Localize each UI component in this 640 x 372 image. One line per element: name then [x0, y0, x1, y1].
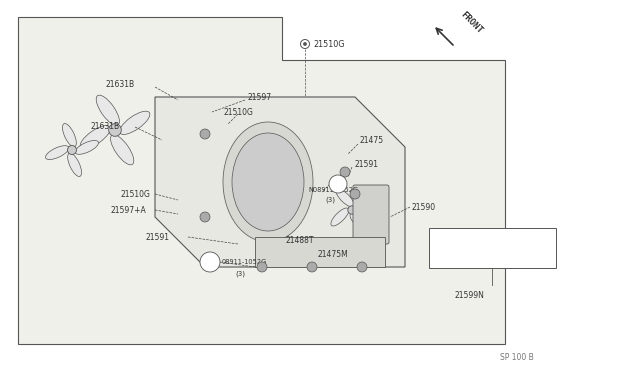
- Text: 21488T: 21488T: [285, 235, 314, 244]
- Text: (3): (3): [235, 271, 245, 277]
- Text: 21475: 21475: [360, 135, 384, 144]
- Circle shape: [200, 129, 210, 139]
- Text: FRONT: FRONT: [459, 10, 484, 35]
- FancyBboxPatch shape: [353, 185, 389, 244]
- Circle shape: [200, 252, 220, 272]
- Text: ⚠ HOT ENGINE: ⚠ HOT ENGINE: [498, 232, 537, 237]
- Ellipse shape: [120, 111, 150, 134]
- Ellipse shape: [350, 213, 368, 231]
- Text: 21631B: 21631B: [105, 80, 134, 89]
- Text: (3): (3): [325, 197, 335, 203]
- Text: 21591: 21591: [355, 160, 379, 169]
- Ellipse shape: [75, 141, 99, 154]
- FancyBboxPatch shape: [429, 228, 556, 268]
- Text: 21510G: 21510G: [120, 189, 150, 199]
- Text: 21510G: 21510G: [223, 108, 253, 116]
- Circle shape: [329, 175, 347, 193]
- Circle shape: [348, 206, 356, 214]
- Text: 21597: 21597: [248, 93, 272, 102]
- Ellipse shape: [63, 124, 76, 147]
- Ellipse shape: [80, 126, 110, 149]
- Circle shape: [304, 43, 306, 45]
- Ellipse shape: [223, 122, 313, 242]
- Text: N: N: [335, 181, 340, 187]
- Circle shape: [350, 189, 360, 199]
- Circle shape: [109, 124, 122, 136]
- Ellipse shape: [331, 208, 349, 226]
- Ellipse shape: [68, 153, 81, 176]
- Text: 21597+A: 21597+A: [110, 205, 146, 215]
- Ellipse shape: [45, 146, 69, 160]
- Text: SP 100 B: SP 100 B: [500, 353, 534, 362]
- Circle shape: [67, 145, 77, 154]
- Ellipse shape: [336, 189, 354, 207]
- Text: 21591: 21591: [145, 232, 169, 241]
- Text: 21599N: 21599N: [455, 291, 485, 299]
- Text: Keep hands
and clothing
clear.: Keep hands and clothing clear.: [495, 247, 520, 261]
- Circle shape: [200, 212, 210, 222]
- Text: N08911-1052G: N08911-1052G: [308, 187, 358, 193]
- Ellipse shape: [355, 194, 373, 212]
- Ellipse shape: [96, 95, 120, 125]
- Text: ⚠ CAUTION: ⚠ CAUTION: [435, 232, 465, 237]
- Polygon shape: [155, 97, 405, 267]
- Text: 21590: 21590: [412, 202, 436, 212]
- Text: Do not open
coolant cap
when hot.: Do not open coolant cap when hot.: [434, 247, 459, 261]
- Polygon shape: [18, 17, 505, 344]
- Text: 08911-1052G: 08911-1052G: [222, 259, 268, 265]
- Text: N: N: [204, 259, 209, 265]
- Text: 21510G: 21510G: [313, 39, 344, 48]
- Ellipse shape: [111, 135, 134, 165]
- Ellipse shape: [232, 133, 304, 231]
- Circle shape: [357, 262, 367, 272]
- Circle shape: [340, 167, 350, 177]
- Circle shape: [307, 262, 317, 272]
- Text: 21475M: 21475M: [318, 250, 349, 259]
- Polygon shape: [255, 237, 385, 267]
- Text: 21631B: 21631B: [90, 122, 119, 131]
- Circle shape: [257, 262, 267, 272]
